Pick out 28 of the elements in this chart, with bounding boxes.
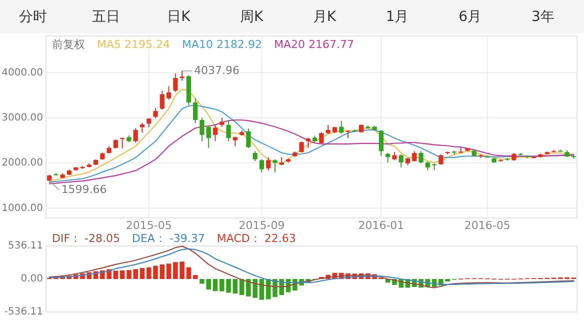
y-tick-label: 3000.00 [2, 112, 43, 124]
y-tick-label: 1000.00 [2, 202, 43, 214]
text: 五日 [92, 9, 120, 25]
annotation: 1599.66 [61, 182, 107, 196]
text: 月K [312, 9, 337, 25]
text: 分时 [19, 9, 47, 25]
text: MA20 2167.77 [274, 38, 354, 51]
y-tick-label: 0.00 [20, 274, 43, 285]
text: MA5 2195.24 [97, 38, 170, 51]
chart-subtitle: 前复权 [52, 38, 85, 51]
y-tick-label: 536.11 [8, 240, 43, 252]
y-tick-label: 4000.00 [2, 67, 43, 78]
x-tick-label: 2015-09 [238, 219, 285, 232]
x-tick-label: 2015-05 [126, 219, 172, 232]
text: 周K [240, 9, 264, 25]
text: MA10 2182.92 [182, 38, 262, 51]
annotation: 4037.96 [194, 64, 240, 77]
x-tick-label: 2016-05 [464, 219, 510, 232]
text: 6月 [458, 9, 482, 25]
x-tick-label: 2016-01 [358, 219, 404, 232]
series-label: DIF： -28.05 [52, 232, 120, 245]
y-tick-label: -536.11 [4, 306, 43, 318]
text: MACD： 22.63 [216, 232, 296, 245]
text: 日K [167, 9, 192, 25]
text: 1月 [386, 9, 409, 25]
y-tick-label: 2000.00 [2, 158, 43, 169]
series-label: DEA： -39.37 [132, 232, 205, 245]
text: 3年 [532, 9, 554, 25]
